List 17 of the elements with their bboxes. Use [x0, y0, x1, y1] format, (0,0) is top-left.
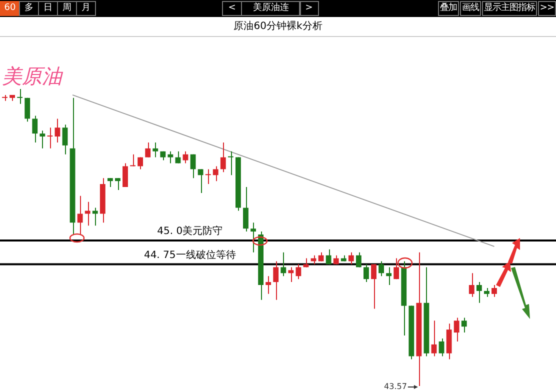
ref-line-label: 45. 0美元防守 [157, 225, 223, 238]
text: 显示主图指标 [482, 1, 537, 16]
text: 周 [57, 1, 77, 16]
text: 月 [76, 1, 96, 16]
ref-line-label: 44. 75一线破位等待 [144, 248, 236, 261]
chart-title: 原油60分钟裸k分析 [0, 17, 556, 37]
text: 美原油连 [241, 1, 301, 16]
annotation: 43.57 [384, 382, 407, 392]
text: 多 [19, 1, 39, 16]
text: >> [538, 1, 556, 16]
text: 叠加 [438, 1, 459, 16]
text: > [299, 1, 319, 16]
text: 日 [38, 1, 58, 16]
text: < [222, 1, 242, 16]
text: 60 [0, 1, 20, 16]
text: 美原油 [2, 64, 64, 88]
text: 画线 [460, 1, 481, 16]
